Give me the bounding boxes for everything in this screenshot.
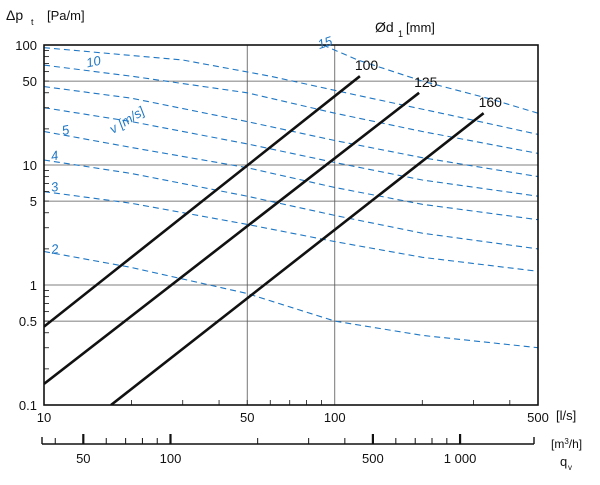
velocity-curve (44, 250, 538, 349)
diameter-lines (44, 75, 485, 405)
diameter-line-label: 100 (355, 57, 379, 73)
velocity-curve (44, 107, 538, 197)
velocity-curve-label: 2 (49, 241, 60, 257)
velocity-curve (322, 45, 538, 114)
x2-axis-unit: [m3/h] (551, 437, 582, 451)
diameter-label-subscript: 1 (398, 29, 403, 39)
y-tick-label: 50 (23, 74, 37, 89)
diameter-line (44, 91, 420, 385)
diameter-unit: [mm] (406, 20, 435, 35)
plot-frame (43, 44, 539, 406)
y-axis-label-subscript: t (31, 17, 34, 27)
x2-axis-label: q (560, 454, 567, 469)
x2-tick-label: 1 000 (444, 451, 477, 466)
y-tick-label: 1 (30, 278, 37, 293)
y-tick-label: 0.5 (19, 314, 37, 329)
diameter-line-label: 160 (479, 94, 503, 110)
x-tick-label: 100 (324, 410, 346, 425)
diameter-line (44, 75, 361, 328)
diameter-line-label: 125 (414, 74, 438, 90)
velocity-curve (44, 191, 538, 272)
x2-tick-label: 500 (362, 451, 384, 466)
y-tick-label: 100 (15, 38, 37, 53)
velocity-curve (44, 159, 538, 250)
y-tick-label: 0.1 (19, 398, 37, 413)
x2-axis-label-subscript: v (568, 463, 572, 472)
velocity-curve-label: 4 (50, 148, 60, 164)
y-axis: 100 50 10 5 1 0.5 0.1 (15, 38, 49, 413)
x2-tick-label: 100 (160, 451, 182, 466)
velocity-curves (44, 45, 538, 349)
diameter-label: Ød (375, 19, 394, 35)
curve-labels: 15 10 54 3 2 100 125 160 (49, 33, 502, 257)
velocity-curve-label: 10 (85, 53, 103, 71)
velocity-curve (44, 64, 538, 154)
y-axis-label: Δp (6, 7, 23, 23)
diameter-line (110, 112, 485, 405)
x-tick-label: 10 (37, 410, 51, 425)
y-tick-label: 10 (23, 158, 37, 173)
velocity-curve-label: 5 (60, 122, 71, 138)
x-axis: 10 50 100 500 (37, 400, 549, 425)
grid (44, 45, 538, 405)
secondary-x-axis: 50 100 500 1 000 (41, 434, 535, 466)
velocity-curve (44, 47, 538, 135)
x-tick-label: 50 (240, 410, 254, 425)
velocity-label: v [m/s] (107, 103, 148, 136)
x-tick-label: 500 (527, 410, 549, 425)
x2-tick-label: 50 (76, 451, 90, 466)
x-axis-unit: [l/s] (556, 408, 576, 423)
y-axis-unit: [Pa/m] (47, 8, 85, 23)
velocity-curve-label: 15 (316, 33, 335, 52)
y-tick-label: 5 (30, 194, 37, 209)
velocity-curve (44, 130, 538, 221)
velocity-curve-label: 3 (50, 179, 60, 195)
